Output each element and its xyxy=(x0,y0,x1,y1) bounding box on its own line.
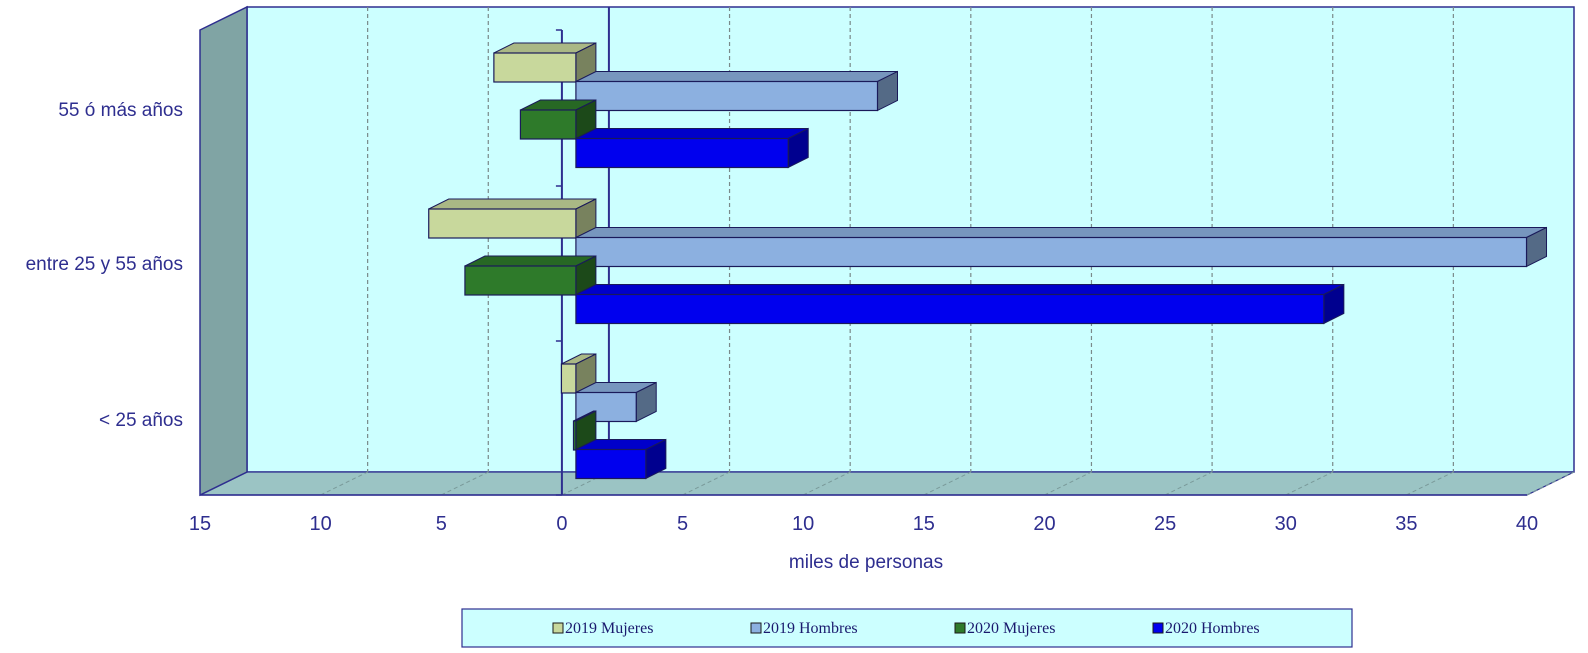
plot-floor xyxy=(199,471,1575,496)
floor-gridline xyxy=(1285,471,1333,496)
x-tick-label: 25 xyxy=(1154,513,1176,535)
bar-front xyxy=(428,208,577,239)
bar-2020-mujeres-25-a-os xyxy=(572,410,597,451)
x-tick-label: 10 xyxy=(792,513,814,535)
legend-swatch xyxy=(750,622,762,634)
floor-gridline xyxy=(441,471,489,496)
bar-2020-mujeres-55-m-s-a-os xyxy=(519,99,597,140)
x-tick-label: 15 xyxy=(189,513,211,535)
bars xyxy=(428,42,1548,480)
bar-2020-hombres-25-a-os xyxy=(575,438,667,480)
bar-2020-hombres-entre-25-y-55-a-os xyxy=(575,283,1345,325)
bar-front xyxy=(575,80,879,112)
x-tick-label: 35 xyxy=(1395,513,1417,535)
bar-front xyxy=(575,293,1325,325)
bar-front xyxy=(575,448,647,480)
x-tick-label: 0 xyxy=(556,513,567,535)
x-tick-label: 15 xyxy=(913,513,935,535)
legend-swatch xyxy=(954,622,966,634)
bar-2019-mujeres-55-m-s-a-os xyxy=(493,42,597,83)
floor-gridline xyxy=(802,471,851,496)
bar-top xyxy=(575,71,898,82)
bar-2020-hombres-55-m-s-a-os xyxy=(575,127,809,169)
legend-label: 2020 Mujeres xyxy=(967,620,1055,637)
floor-gridline xyxy=(682,471,730,496)
x-axis-ticks: 15 10 5 0 5 10 15 20 25 30 35 40 xyxy=(189,513,1538,535)
bar-front xyxy=(560,363,577,394)
category-label: 55 ó más años xyxy=(58,100,183,121)
x-tick-label: 5 xyxy=(677,513,688,535)
floor-gridline xyxy=(923,471,972,496)
category-label: entre 25 y 55 años xyxy=(26,254,183,275)
legend-swatch xyxy=(552,622,564,634)
bar-front xyxy=(575,236,1528,268)
bar-top xyxy=(575,227,1547,238)
x-tick-label: 5 xyxy=(436,513,447,535)
x-axis-title: miles de personas xyxy=(789,552,943,573)
bar-2019-mujeres-entre-25-y-55-a-os xyxy=(428,198,597,239)
x-tick-label: 40 xyxy=(1516,513,1538,535)
floor-gridline xyxy=(1526,471,1575,496)
x-tick-label: 30 xyxy=(1275,513,1297,535)
floor-gridline xyxy=(1406,471,1454,496)
bar-2019-mujeres-25-a-os xyxy=(560,353,597,394)
bar-2020-mujeres-entre-25-y-55-a-os xyxy=(464,255,597,296)
x-tick-label: 20 xyxy=(1033,513,1055,535)
bar-front xyxy=(464,265,577,296)
plot-side-wall xyxy=(199,5,248,497)
category-label: < 25 años xyxy=(99,410,183,431)
x-tick-label: 10 xyxy=(310,513,332,535)
bar-2019-hombres-55-m-s-a-os xyxy=(575,70,898,112)
floor-gridline xyxy=(1044,471,1092,496)
bar-front xyxy=(519,109,577,140)
bar-top xyxy=(464,255,597,267)
bar-front xyxy=(575,137,789,169)
floor-gridline xyxy=(320,471,368,496)
legend-swatch xyxy=(1152,622,1164,634)
bar-front xyxy=(572,420,577,451)
floor-gridline xyxy=(1164,471,1213,496)
legend-label: 2020 Hombres xyxy=(1165,620,1260,637)
category-labels: 55 ó más años entre 25 y 55 años < 25 años xyxy=(26,100,183,431)
bar-2019-hombres-entre-25-y-55-a-os xyxy=(575,226,1548,268)
legend-label: 2019 Hombres xyxy=(763,620,858,637)
legend-item-2019-hombres: 2019 Hombres xyxy=(750,620,858,637)
bar-top xyxy=(575,128,809,139)
legend-item-2020-hombres: 2020 Hombres xyxy=(1152,620,1260,637)
legend-box xyxy=(461,608,1353,648)
bar-front xyxy=(493,52,577,83)
legend-label: 2019 Mujeres xyxy=(565,620,653,637)
bar-top xyxy=(575,284,1345,295)
legend-item-2020-mujeres: 2020 Mujeres xyxy=(954,620,1055,637)
legend-item-2019-mujeres: 2019 Mujeres xyxy=(552,620,653,637)
legend: 2019 Mujeres 2019 Hombres 2020 Mujeres 2020… xyxy=(461,608,1353,648)
bar-top xyxy=(428,198,597,210)
bar-2019-hombres-25-a-os xyxy=(575,381,657,423)
